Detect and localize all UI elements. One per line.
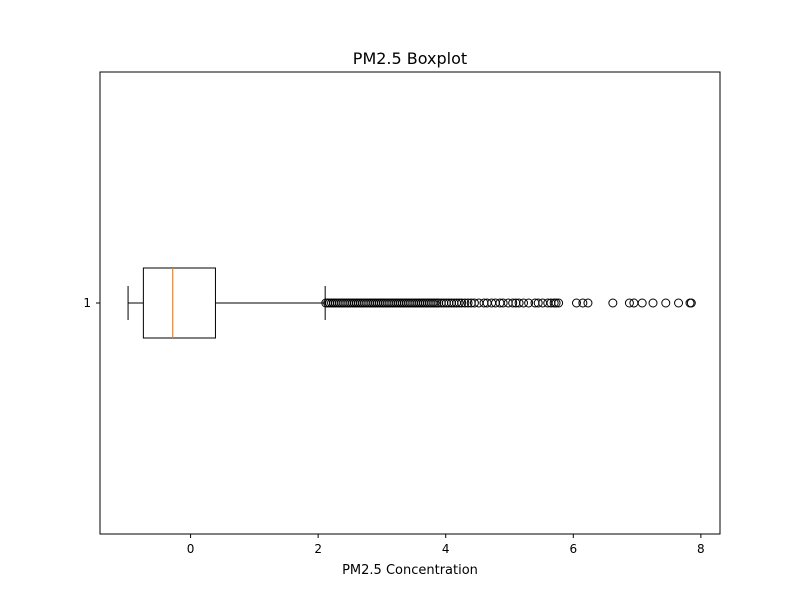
outlier-point [469, 298, 479, 308]
outlier-point [648, 298, 658, 308]
x-tick-label: 6 [569, 542, 577, 556]
outlier-point [578, 298, 588, 308]
outlier-point [637, 298, 647, 308]
y-tick-label: 1 [83, 296, 91, 310]
outlier-point [583, 298, 593, 308]
interquartile-box [142, 267, 216, 339]
outlier-point [661, 298, 671, 308]
outlier-point [519, 298, 529, 308]
x-tick-label: 0 [187, 542, 195, 556]
plot-frame [99, 71, 721, 535]
outlier-point [533, 298, 543, 308]
plot-layer: 0 2 4 6 8 1 [83, 267, 705, 556]
outlier-point [460, 298, 470, 308]
x-tick-label: 8 [697, 542, 705, 556]
outlier-point [524, 298, 534, 308]
outlier-point [554, 298, 564, 308]
outlier-point [463, 298, 473, 308]
outlier-point [608, 298, 618, 308]
outlier-point [498, 298, 508, 308]
x-tick-label: 2 [314, 542, 322, 556]
x-axis-label: PM2.5 Concentration [342, 563, 478, 578]
outlier-point [624, 298, 634, 308]
outlier-point [551, 298, 561, 308]
outlier-point [454, 298, 464, 308]
outlier-point [514, 298, 524, 308]
outlier-point [674, 298, 684, 308]
outlier-point [457, 298, 467, 308]
x-tick-label: 4 [442, 542, 450, 556]
outlier-point [508, 298, 518, 308]
chart-title: PM2.5 Boxplot [353, 49, 467, 68]
outlier-point [686, 298, 696, 308]
outlier-point [571, 298, 581, 308]
